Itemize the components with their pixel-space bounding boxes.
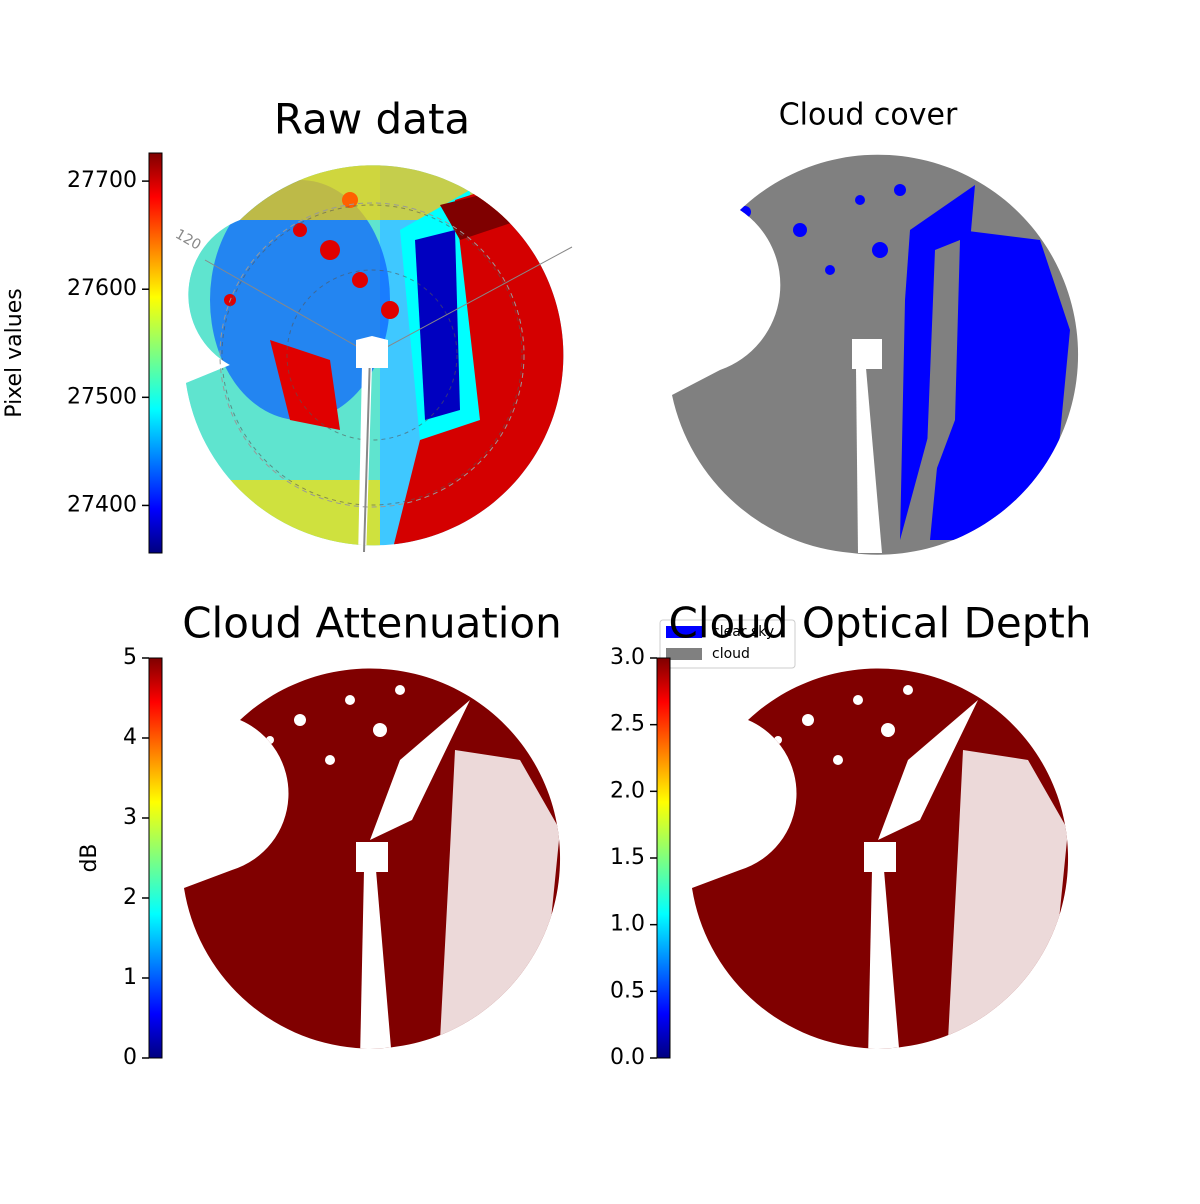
tick-label: 27400 <box>67 492 137 517</box>
tick-label: 4 <box>123 725 137 750</box>
panel-title: Cloud Optical Depth <box>669 599 1092 648</box>
tick-label: 0.5 <box>610 978 645 1003</box>
tick-label: 1 <box>123 965 137 990</box>
center-block <box>356 336 388 368</box>
tick-label: 27600 <box>67 276 137 301</box>
colorbar <box>148 657 163 1059</box>
center-block <box>356 842 388 872</box>
colorbar-label: Pixel values <box>2 288 27 417</box>
colorbar <box>148 152 163 554</box>
mast-line <box>363 354 371 553</box>
center-block <box>864 842 896 872</box>
legend-swatch <box>666 648 702 660</box>
tick-label: 5 <box>123 645 137 670</box>
tick-label: 3.0 <box>610 645 645 670</box>
legend-label: cloud <box>712 646 750 662</box>
panel-title: Cloud cover <box>779 98 958 133</box>
tick-label: 1.5 <box>610 845 645 870</box>
azimuth-line <box>371 246 573 356</box>
tick-label: 1.0 <box>610 912 645 937</box>
azimuth-line <box>204 259 373 356</box>
tick-label: 27700 <box>67 168 137 193</box>
colorbar-label: dB <box>77 843 102 872</box>
tick-label: 0 <box>123 1045 137 1070</box>
panel-title: Raw data <box>274 95 470 144</box>
annotation: 120 <box>172 226 203 253</box>
grid-circle <box>219 202 525 508</box>
tick-label: 3 <box>123 805 137 830</box>
tick-label: 2.0 <box>610 778 645 803</box>
center-block <box>852 339 882 369</box>
legend-swatch <box>666 626 702 638</box>
tick-label: 2 <box>123 885 137 910</box>
colorbar <box>656 657 671 1059</box>
tick-label: 0.0 <box>610 1045 645 1070</box>
legend-label: clear sky <box>712 624 774 640</box>
panel-title: Cloud Attenuation <box>182 599 562 648</box>
tick-label: 27500 <box>67 384 137 409</box>
tick-label: 2.5 <box>610 712 645 737</box>
